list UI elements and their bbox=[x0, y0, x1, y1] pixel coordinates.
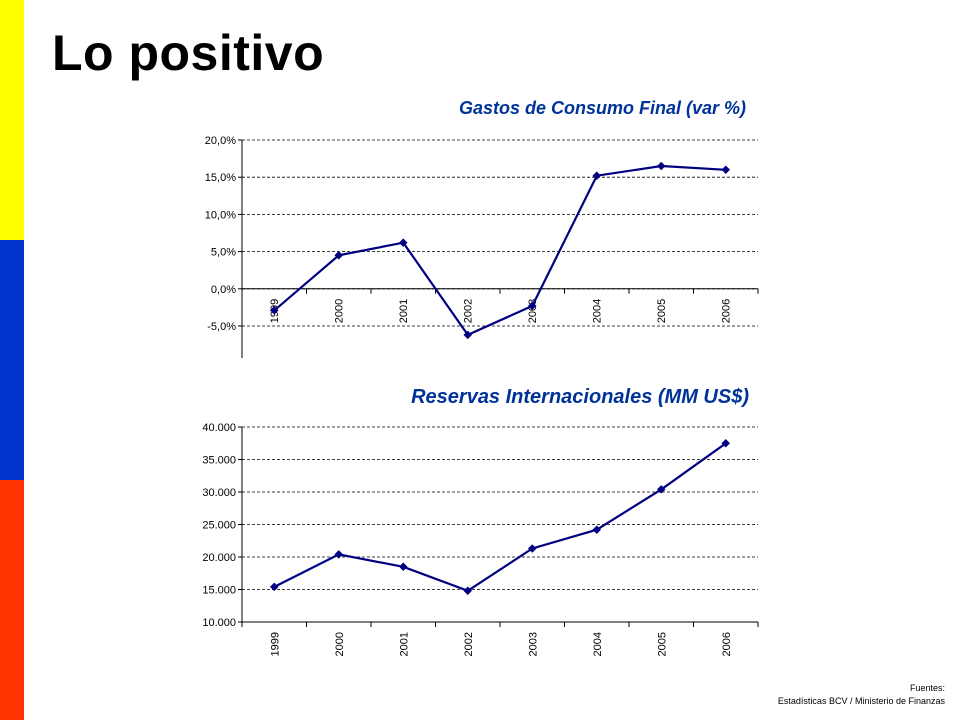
reservas-xtick-label: 2006 bbox=[721, 632, 733, 656]
reservas-xtick-label: 2002 bbox=[463, 632, 475, 656]
consumo-ytick-label: -5,0% bbox=[207, 321, 236, 333]
flag-stripe-blue bbox=[0, 240, 24, 480]
flag-stripe-yellow bbox=[0, 0, 24, 240]
reservas-point bbox=[721, 438, 731, 448]
reservas-point bbox=[463, 586, 473, 596]
flag-stripe-red bbox=[0, 480, 24, 720]
sources-note: Fuentes: Estadísticas BCV / Ministerio d… bbox=[778, 682, 945, 708]
consumo-point bbox=[334, 250, 344, 260]
consumo-point bbox=[398, 238, 408, 248]
reservas-point bbox=[527, 544, 537, 553]
consumo-ytick-label: 15,0% bbox=[205, 172, 236, 184]
slide-title: Lo positivo bbox=[52, 25, 325, 81]
consumo-xtick-label: 2002 bbox=[463, 299, 475, 323]
reservas-xtick-label: 2000 bbox=[334, 632, 346, 656]
sources-label: Fuentes: bbox=[909, 683, 945, 693]
reservas-xtick-label: 2003 bbox=[527, 632, 539, 656]
reservas-ytick-label: 35.000 bbox=[202, 455, 236, 467]
consumo-xtick-label: 2001 bbox=[398, 299, 410, 323]
consumo-ytick-label: 0,0% bbox=[211, 284, 236, 296]
reservas-ytick-label: 30.000 bbox=[202, 487, 236, 499]
reservas-xtick-label: 1999 bbox=[269, 632, 281, 656]
consumo-ytick-label: 10,0% bbox=[205, 209, 236, 221]
reservas-xtick-label: 2005 bbox=[656, 632, 668, 656]
reservas-ytick-label: 10.000 bbox=[202, 617, 236, 629]
reservas-ytick-label: 15.000 bbox=[202, 585, 236, 597]
reservas-xtick-label: 2001 bbox=[398, 632, 410, 656]
sources-text: Estadísticas BCV / Ministerio de Finanza… bbox=[777, 696, 945, 706]
reservas-point bbox=[269, 582, 279, 592]
consumo-ytick-label: 5,0% bbox=[211, 247, 236, 259]
consumo-series-line bbox=[273, 164, 726, 337]
consumo-title: Gastos de Consumo Final (var %) bbox=[459, 98, 746, 118]
consumo-chart: Gastos de Consumo Final (var %) -5,0% 0,0%… bbox=[205, 98, 759, 358]
reservas-series-line bbox=[273, 442, 727, 593]
consumo-point bbox=[463, 330, 473, 340]
reservas-xtick-label: 2004 bbox=[592, 632, 604, 656]
consumo-point bbox=[721, 165, 731, 175]
reservas-ytick-label: 20.000 bbox=[202, 552, 236, 564]
consumo-point bbox=[527, 301, 537, 311]
reservas-point bbox=[398, 562, 408, 572]
reservas-point bbox=[592, 525, 602, 535]
consumo-xtick-label: 2005 bbox=[656, 299, 668, 323]
reservas-ytick-label: 25.000 bbox=[202, 520, 236, 532]
reservas-point bbox=[334, 550, 344, 559]
consumo-xtick-label: 2004 bbox=[592, 299, 604, 323]
consumo-point bbox=[656, 161, 666, 171]
reservas-ytick-label: 40.000 bbox=[202, 422, 236, 434]
consumo-ytick-label: 20,0% bbox=[205, 135, 236, 147]
consumo-xtick-label: 2000 bbox=[334, 299, 346, 323]
reservas-title: Reservas Internacionales (MM US$) bbox=[411, 386, 749, 408]
reservas-point bbox=[656, 485, 666, 494]
consumo-xtick-label: 2006 bbox=[721, 299, 733, 323]
consumo-point bbox=[269, 306, 279, 315]
consumo-point bbox=[592, 171, 602, 181]
